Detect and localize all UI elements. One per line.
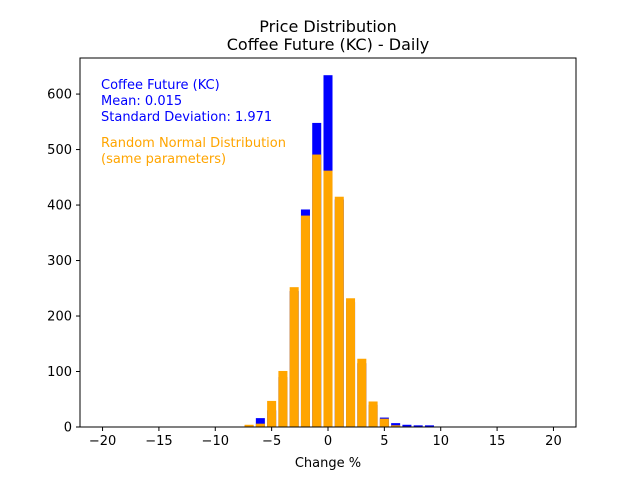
kc-bar	[413, 425, 423, 427]
y-axis: 0 100 200 300 400 500 600	[47, 88, 80, 436]
normal-bar	[379, 418, 389, 427]
normal-bars	[244, 154, 412, 428]
x-tick-label: 15	[489, 434, 506, 449]
y-tick-label: 0	[64, 421, 72, 436]
x-tick-label: 10	[432, 434, 449, 449]
x-tick-label: 20	[545, 434, 562, 449]
y-tick-label: 200	[47, 310, 72, 325]
normal-bar	[323, 170, 333, 427]
normal-bar	[244, 424, 254, 427]
normal-bar	[334, 196, 344, 427]
kc-bar	[255, 418, 265, 427]
x-tick-label: −20	[89, 434, 116, 449]
x-tick-label: −5	[262, 434, 281, 449]
y-tick-label: 100	[47, 365, 72, 380]
normal-bar	[289, 287, 299, 427]
y-tick-label: 400	[47, 199, 72, 214]
y-tick-label: 600	[47, 88, 72, 103]
y-tick-label: 300	[47, 254, 72, 269]
kc-bar	[391, 423, 401, 427]
normal-bar	[255, 423, 265, 427]
kc-legend-mean: Mean: 0.015	[101, 94, 182, 109]
normal-bar	[357, 358, 367, 427]
normal-bar	[391, 425, 401, 427]
kc-legend-std: Standard Deviation: 1.971	[101, 110, 272, 125]
kc-bar	[402, 424, 412, 427]
x-tick-label: 0	[324, 434, 332, 449]
x-axis: −20 −15 −10 −5 0 5 10 15 20	[89, 427, 562, 449]
normal-bar	[312, 154, 322, 428]
y-tick-label: 500	[47, 143, 72, 158]
normal-legend-line1: Random Normal Distribution	[101, 136, 286, 151]
x-tick-label: −15	[145, 434, 172, 449]
normal-bar	[346, 298, 356, 427]
chart-subtitle: Coffee Future (KC) - Daily	[227, 35, 430, 54]
normal-bar	[368, 401, 378, 427]
x-tick-label: 5	[380, 434, 388, 449]
kc-bar	[424, 425, 434, 427]
normal-bar	[267, 400, 277, 427]
kc-legend-name: Coffee Future (KC)	[101, 78, 220, 93]
normal-bar	[300, 215, 310, 427]
normal-legend-line2: (same parameters)	[101, 152, 226, 167]
x-tick-label: −10	[202, 434, 229, 449]
normal-bar	[278, 370, 288, 427]
x-axis-label: Change %	[295, 456, 361, 471]
chart-title: Price Distribution	[259, 17, 396, 36]
